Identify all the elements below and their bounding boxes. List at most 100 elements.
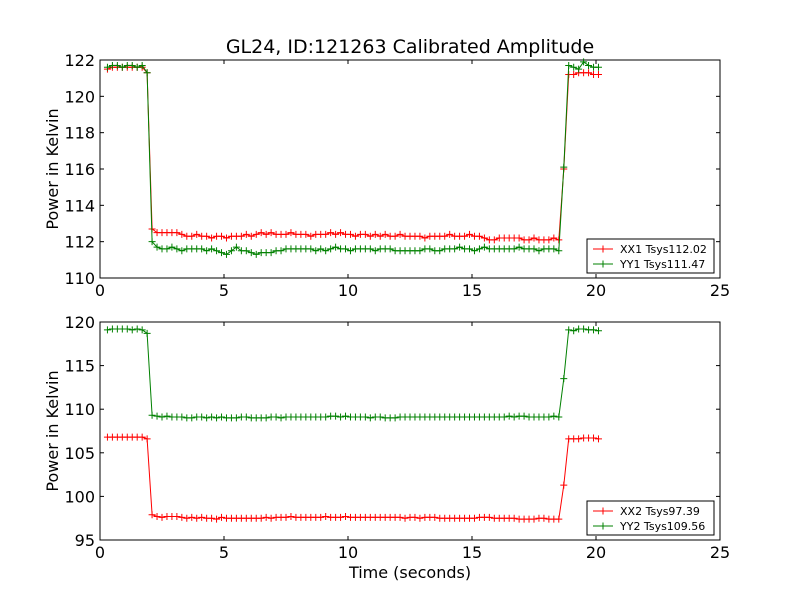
data-point	[560, 375, 568, 383]
data-point	[193, 514, 201, 522]
data-point	[213, 414, 221, 422]
data-point	[337, 513, 345, 521]
data-point	[555, 515, 563, 523]
y-axis-label: Power in Kelvin	[43, 108, 62, 229]
data-point	[510, 245, 518, 253]
data-point	[203, 232, 211, 240]
data-point	[475, 245, 483, 253]
data-point	[188, 414, 196, 422]
data-point	[446, 230, 454, 238]
data-point	[545, 236, 553, 244]
y-tick-label: 122	[64, 51, 95, 70]
data-point	[103, 326, 111, 334]
data-point	[565, 326, 573, 334]
series-2	[103, 58, 602, 258]
data-point	[317, 513, 325, 521]
legend-marker	[599, 507, 607, 515]
data-point	[198, 513, 206, 521]
data-point	[218, 413, 226, 421]
data-point	[371, 247, 379, 255]
data-point	[168, 243, 176, 251]
data-point	[371, 230, 379, 238]
data-point	[153, 512, 161, 520]
data-point	[570, 327, 578, 335]
data-point	[436, 247, 444, 255]
data-point	[208, 413, 216, 421]
data-point	[505, 412, 513, 420]
data-point	[580, 325, 588, 333]
data-point	[530, 245, 538, 253]
data-point	[222, 234, 230, 242]
data-point	[391, 232, 399, 240]
data-point	[173, 245, 181, 253]
data-point	[332, 230, 340, 238]
data-point	[466, 230, 474, 238]
data-point	[198, 245, 206, 253]
y-tick-label: 120	[64, 313, 95, 332]
series-1	[103, 63, 602, 244]
data-point	[332, 243, 340, 251]
figure-title: GL24, ID:121263 Calibrated Amplitude	[226, 36, 594, 58]
data-point	[208, 234, 216, 242]
y-tick-label: 116	[64, 160, 95, 179]
legend-marker	[599, 522, 607, 530]
data-point	[585, 61, 593, 69]
data-point	[337, 229, 345, 237]
y-tick-label: 105	[64, 444, 95, 463]
x-tick-label: 10	[338, 281, 358, 300]
top-panel: 0 5 10 15 20 25 110 112 114 116 118 120 122 Power in …	[43, 51, 730, 300]
data-point	[173, 512, 181, 520]
data-point	[500, 413, 508, 421]
data-point	[480, 243, 488, 251]
data-point	[565, 61, 573, 69]
data-point	[550, 245, 558, 253]
data-point	[555, 413, 563, 421]
data-point	[178, 513, 186, 521]
data-point	[545, 413, 553, 421]
y-tick-label: 100	[64, 487, 95, 506]
data-point	[351, 232, 359, 240]
data-point	[322, 230, 330, 238]
data-point	[242, 413, 250, 421]
data-point	[550, 412, 558, 420]
data-point	[123, 325, 131, 333]
data-point	[242, 247, 250, 255]
data-point	[366, 232, 374, 240]
y-tick-label: 112	[64, 233, 95, 252]
data-point	[530, 515, 538, 523]
data-point	[128, 326, 136, 334]
data-point	[342, 245, 350, 253]
data-point	[163, 245, 171, 253]
data-point	[421, 234, 429, 242]
data-point	[485, 513, 493, 521]
data-point	[287, 512, 295, 520]
data-point	[361, 413, 369, 421]
data-point	[475, 232, 483, 240]
legend: XX2 Tsys97.39 YY2 Tsys109.56	[586, 500, 715, 536]
data-point	[178, 413, 186, 421]
data-point	[153, 412, 161, 420]
data-point	[307, 245, 315, 253]
data-point	[585, 69, 593, 77]
data-point	[470, 514, 478, 522]
data-point	[252, 230, 260, 238]
data-point	[590, 434, 598, 442]
data-point	[193, 230, 201, 238]
x-tick-label: 5	[219, 281, 229, 300]
data-point	[391, 414, 399, 422]
data-point	[178, 247, 186, 255]
data-point	[570, 63, 578, 71]
data-point	[456, 243, 464, 251]
data-point	[242, 230, 250, 238]
data-point	[183, 514, 191, 522]
data-point	[143, 435, 151, 443]
data-point	[590, 326, 598, 334]
data-point	[138, 326, 146, 334]
data-point	[411, 513, 419, 521]
data-point	[287, 229, 295, 237]
series-1	[103, 433, 602, 523]
data-point	[118, 63, 126, 71]
y-tick-label: 118	[64, 124, 95, 143]
legend-label: XX2 Tsys97.39	[620, 505, 700, 518]
